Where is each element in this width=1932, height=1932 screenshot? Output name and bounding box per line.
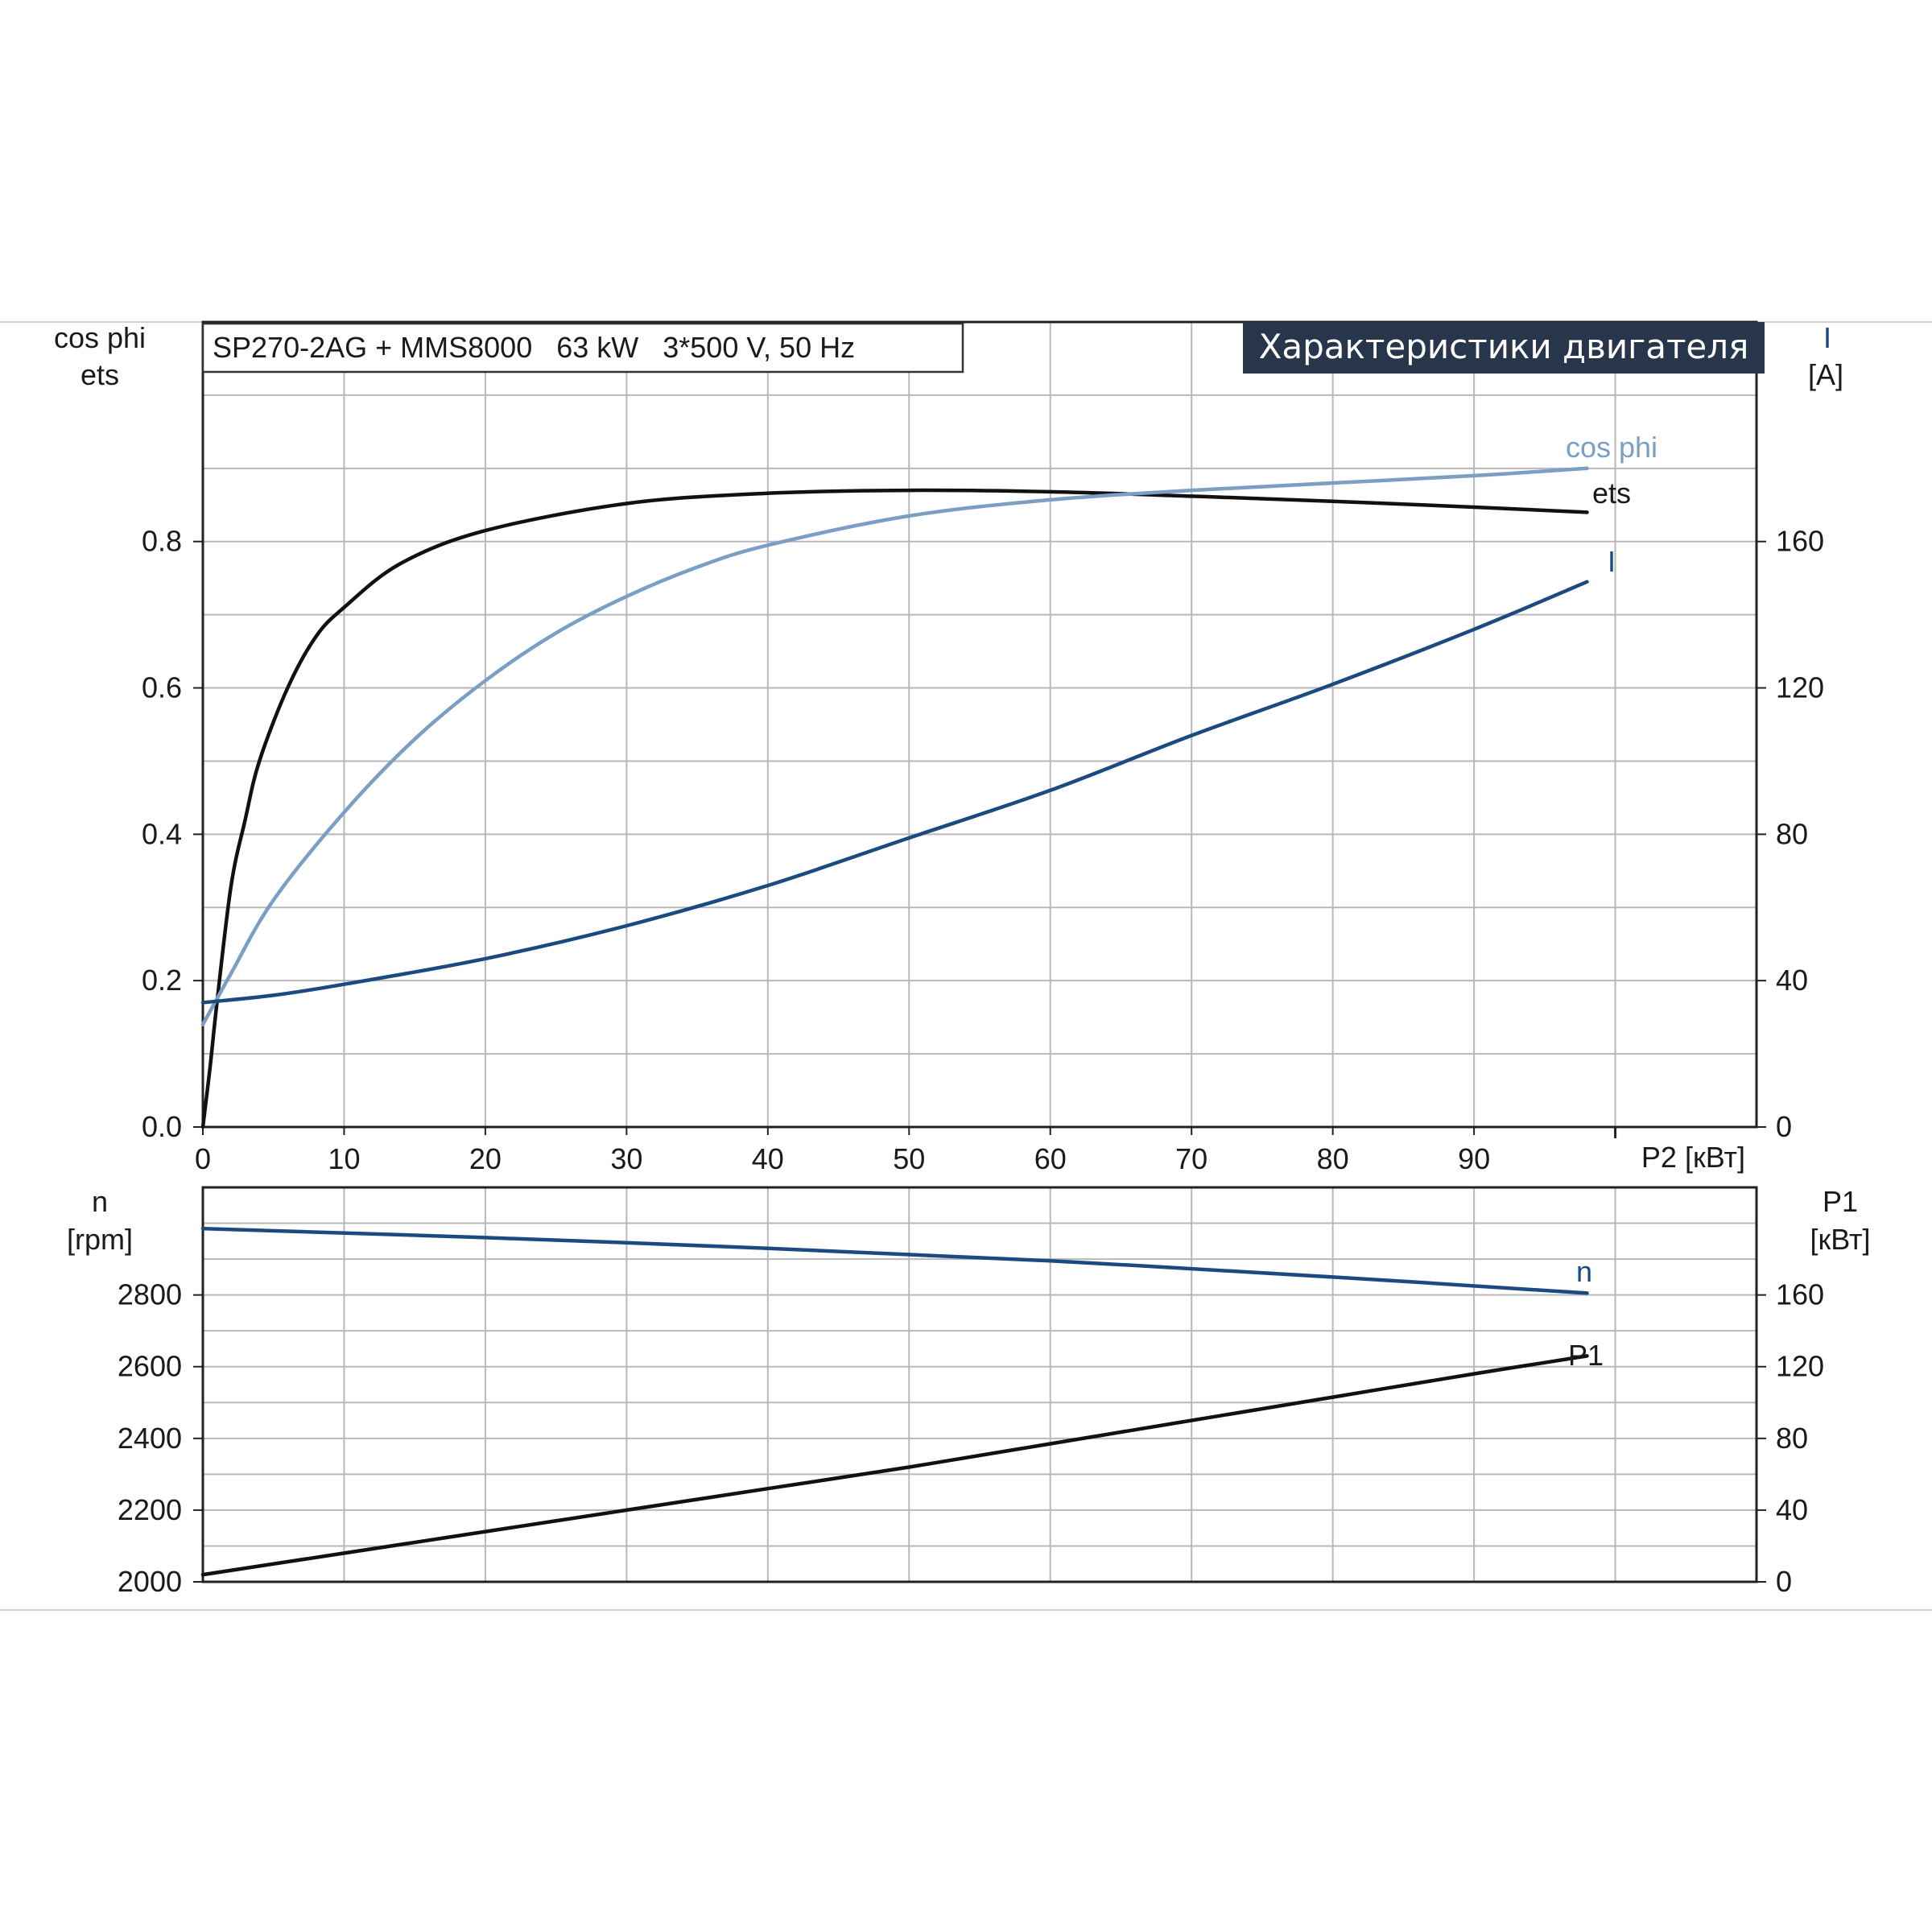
left-tick-label: 0.8 [142, 525, 182, 558]
top-plot-frame [201, 320, 1758, 1129]
right-tick-label: 80 [1776, 1422, 1808, 1455]
model-text: SP270-2AG + MMS8000 63 kW 3*500 V, 50 Hz [213, 331, 855, 364]
left-tick-label: 2000 [118, 1565, 182, 1598]
bottom-right-tick-labels: 0 40 80 120 160 [1757, 1278, 1824, 1598]
x-tick-label: 50 [893, 1142, 925, 1175]
left-tick-label: 2600 [118, 1350, 182, 1383]
right-tick-label: 0 [1776, 1565, 1792, 1598]
chart-title: Характеристики двигателя [1259, 327, 1749, 366]
x-tick-label: 40 [752, 1142, 784, 1175]
left-tick-label: 0.2 [142, 964, 182, 997]
bottom-plot-frame [201, 1186, 1758, 1583]
top-chart-series [200, 466, 1589, 1129]
left-tick-label: 0.4 [142, 817, 182, 850]
x-tick-label: 0 [195, 1142, 211, 1175]
bottom-left-axis-label-2: [rpm] [67, 1223, 133, 1256]
right-tick-label: 160 [1776, 1278, 1824, 1311]
bottom-left-tick-labels: 2000 2200 2400 2600 2800 [118, 1278, 203, 1598]
x-tick-label: 10 [328, 1142, 360, 1175]
x-tick-label: 70 [1175, 1142, 1208, 1175]
right-tick-label: 80 [1776, 817, 1808, 850]
top-left-tick-labels: 0.0 0.2 0.4 0.6 0.8 [142, 525, 203, 1143]
series-label-P1: P1 [1568, 1339, 1604, 1372]
bottom-right-axis-label-2: [кВт] [1810, 1223, 1870, 1256]
top-chart-grid [203, 322, 1757, 1127]
x-axis-label: P2 [кВт] [1641, 1141, 1745, 1174]
x-tick-label: 90 [1458, 1142, 1490, 1175]
series-line-p1 [200, 1354, 1589, 1577]
top-right-axis-label-1: I [1823, 321, 1831, 354]
left-tick-label: 0.6 [142, 671, 182, 704]
right-tick-label: 120 [1776, 1350, 1824, 1383]
right-tick-label: 120 [1776, 671, 1824, 704]
bottom-chart-grid [203, 1187, 1757, 1582]
left-tick-label: 2400 [118, 1422, 182, 1455]
series-label-cos-phi: cos phi [1566, 431, 1657, 464]
bottom-chart-series [200, 1226, 1589, 1577]
right-tick-label: 160 [1776, 525, 1824, 558]
bottom-left-axis-label-1: n [92, 1185, 108, 1218]
title-badge [1243, 322, 1765, 374]
x-tick-label: 80 [1317, 1142, 1349, 1175]
x-tick-label: 20 [469, 1142, 502, 1175]
top-left-axis-label-1: cos phi [54, 321, 146, 354]
top-left-axis-label-2: ets [80, 358, 119, 391]
bottom-right-axis-label-1: P1 [1823, 1185, 1858, 1218]
top-right-axis-label-2: [A] [1808, 358, 1843, 391]
series-label-I: I [1608, 545, 1616, 578]
right-tick-label: 40 [1776, 964, 1808, 997]
left-tick-label: 2800 [118, 1278, 182, 1311]
right-tick-label: 0 [1776, 1110, 1792, 1143]
series-label-n: n [1576, 1255, 1592, 1288]
left-tick-label: 2200 [118, 1493, 182, 1526]
series-line-i [200, 580, 1589, 1005]
series-line-n [200, 1226, 1589, 1295]
model-box [201, 322, 964, 374]
top-x-tick-labels: 0 10 20 30 40 50 60 70 80 90 [195, 1127, 1617, 1175]
series-line-ets [200, 488, 1589, 1129]
left-tick-label: 0.0 [142, 1110, 182, 1143]
top-right-tick-labels: 0 40 80 120 160 [1757, 525, 1824, 1143]
x-tick-label: 60 [1034, 1142, 1067, 1175]
series-line-cos-phi [200, 466, 1589, 1026]
x-tick-label: 30 [610, 1142, 642, 1175]
series-label-ets: ets [1592, 477, 1631, 510]
right-tick-label: 40 [1776, 1493, 1808, 1526]
